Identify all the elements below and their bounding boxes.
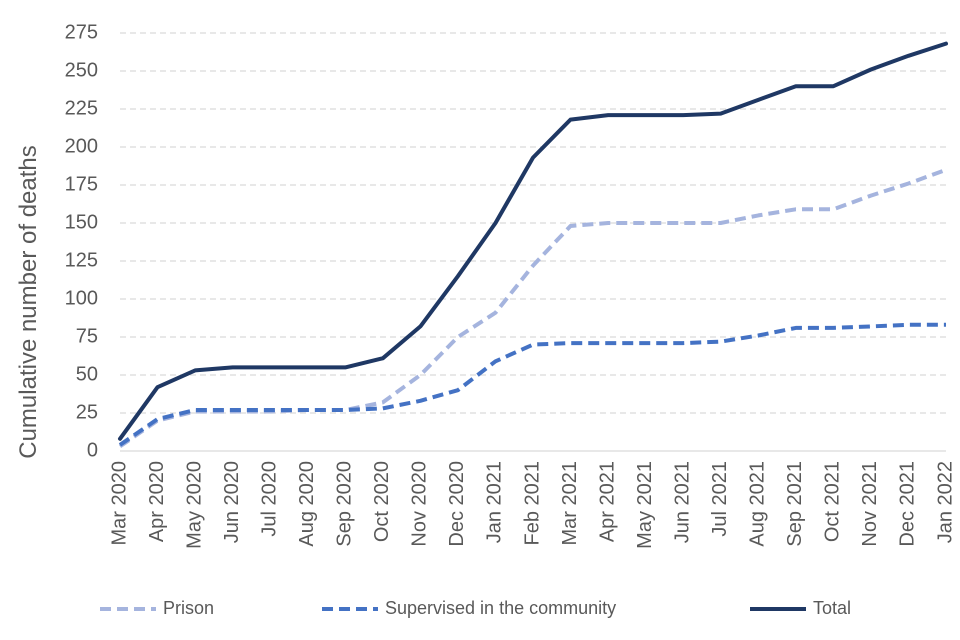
- x-tick-label: Jul 2020: [258, 461, 280, 537]
- x-tick-label: Apr 2021: [596, 461, 618, 542]
- x-tick-label: Sep 2020: [334, 461, 356, 547]
- y-axis-label: Cumulative number of deaths: [15, 145, 42, 459]
- series-line-supervised-in-the-community: [118, 322, 946, 447]
- y-tick-label: 175: [65, 173, 98, 195]
- x-tick-label: Jun 2021: [671, 461, 693, 543]
- x-tick-label: Aug 2021: [747, 461, 769, 547]
- x-tick-label: Sep 2021: [784, 461, 806, 547]
- x-tick-label: May 2021: [634, 461, 656, 549]
- x-tick-label: May 2020: [183, 461, 205, 549]
- series-lines: [118, 41, 948, 449]
- series-line-total: [118, 41, 948, 441]
- x-tick-label: Oct 2021: [822, 461, 844, 542]
- x-tick-label: Nov 2021: [859, 461, 881, 547]
- y-tick-label: 125: [65, 249, 98, 271]
- legend: Prison Supervised in the community Total: [100, 598, 851, 618]
- x-tick-label: Nov 2020: [409, 461, 431, 547]
- x-axis-ticks: Mar 2020 Apr 2020 May 2020 Jun 2020 Jul 2020…: [108, 461, 956, 549]
- y-tick-label: 275: [65, 21, 98, 43]
- y-tick-label: 0: [87, 439, 98, 461]
- y-axis-ticks: 0 25 50 75 100 125 150 175 200 225 250 275: [65, 21, 98, 461]
- y-tick-label: 200: [65, 135, 98, 157]
- x-tick-label: Oct 2020: [371, 461, 393, 542]
- x-tick-label: Apr 2020: [146, 461, 168, 542]
- x-tick-label: Mar 2020: [108, 461, 130, 546]
- legend-label: Prison: [163, 598, 214, 618]
- y-tick-label: 75: [76, 325, 98, 347]
- legend-label: Total: [813, 598, 851, 618]
- x-tick-label: Feb 2021: [521, 461, 543, 546]
- y-tick-label: 225: [65, 97, 98, 119]
- x-tick-label: Dec 2021: [897, 461, 919, 547]
- series-line-prison: [118, 167, 947, 449]
- x-tick-label: Jan 2021: [484, 461, 506, 543]
- y-tick-label: 150: [65, 211, 98, 233]
- x-tick-label: Jul 2021: [709, 461, 731, 537]
- gridlines: [120, 32, 946, 452]
- x-tick-label: Mar 2021: [559, 461, 581, 546]
- legend-label: Supervised in the community: [385, 598, 616, 618]
- y-tick-label: 100: [65, 287, 98, 309]
- x-tick-label: Dec 2020: [446, 461, 468, 547]
- y-tick-label: 250: [65, 59, 98, 81]
- y-tick-label: 25: [76, 401, 98, 423]
- x-tick-label: Aug 2020: [296, 461, 318, 547]
- y-tick-label: 50: [76, 363, 98, 385]
- x-tick-label: Jun 2020: [221, 461, 243, 543]
- x-tick-label: Jan 2022: [934, 461, 956, 543]
